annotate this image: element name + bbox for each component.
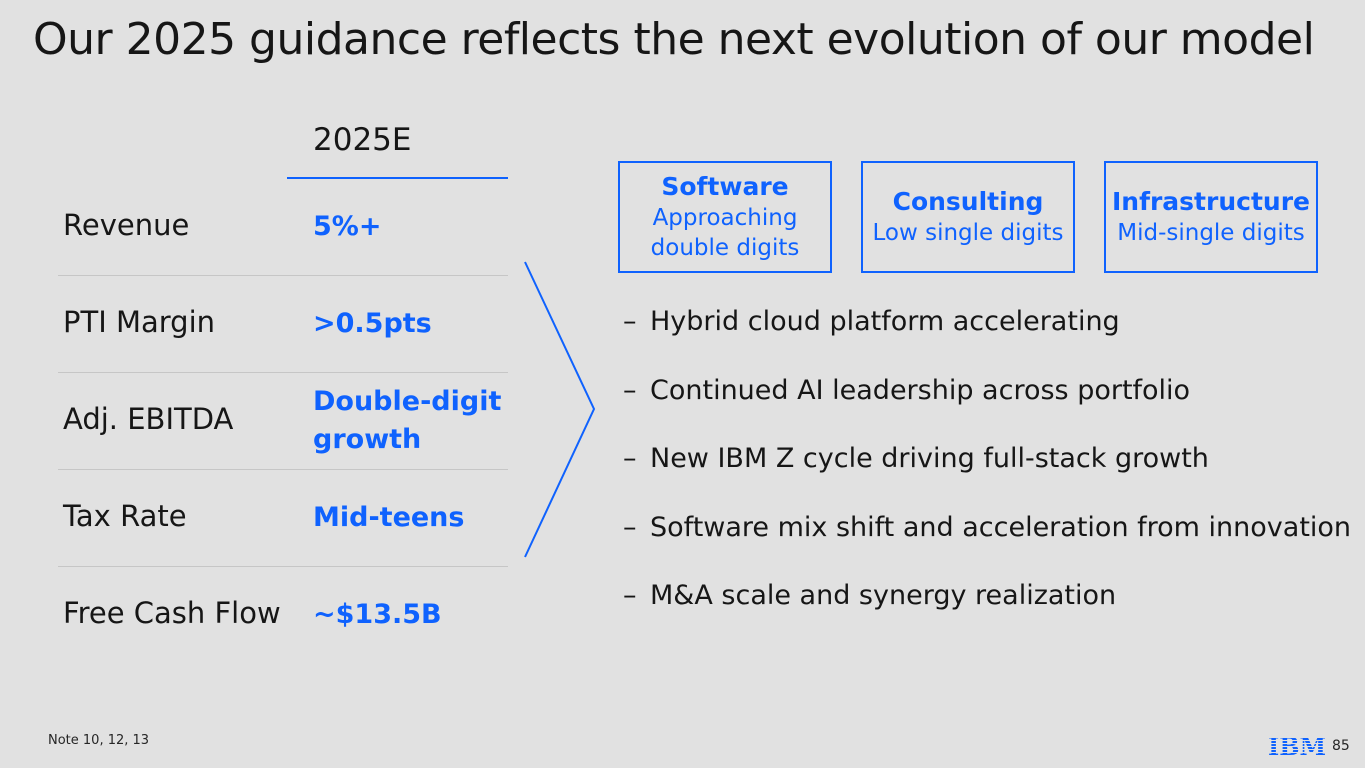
segment-desc-software-line2: double digits [650, 235, 800, 261]
metric-label-pti-margin: PTI Margin [63, 305, 216, 339]
page-number: 85 [1332, 738, 1350, 754]
segment-box-consulting: Consulting Low single digits [861, 161, 1075, 273]
row-divider [58, 372, 508, 373]
growth-drivers-list: – Hybrid cloud platform accelerating – Con… [623, 306, 1351, 649]
bullet-dash: – [623, 443, 637, 474]
metric-value-adj-ebitda-line2: growth [313, 424, 422, 455]
segment-name-consulting: Consulting [892, 187, 1044, 216]
metric-value-pti-margin: >0.5pts [313, 308, 432, 339]
column-header-2025e: 2025E [313, 122, 412, 158]
segment-desc-consulting: Low single digits [872, 220, 1064, 246]
row-divider [58, 566, 508, 567]
footnote: Note 10, 12, 13 [48, 733, 150, 748]
slide-title: Our 2025 guidance reflects the next evol… [33, 14, 1315, 65]
bullet-text: M&A scale and synergy realization [650, 580, 1117, 611]
metric-value-adj-ebitda: Double-digit growth [313, 383, 501, 459]
bullet-dash: – [623, 580, 637, 611]
row-divider [58, 469, 508, 470]
metric-label-tax-rate: Tax Rate [63, 499, 187, 533]
segment-name-infrastructure: Infrastructure [1112, 187, 1310, 216]
bullet-dash: – [623, 306, 637, 337]
metric-value-revenue: 5%+ [313, 211, 382, 242]
metric-label-adj-ebitda: Adj. EBITDA [63, 402, 234, 436]
ibm-logo-text: IBM [1268, 735, 1326, 757]
segment-desc-infrastructure: Mid-single digits [1117, 220, 1305, 246]
segment-desc-software-line1: Approaching [652, 205, 798, 231]
bullet-text: Continued AI leadership across portfolio [650, 374, 1191, 406]
segment-box-infrastructure: Infrastructure Mid-single digits [1104, 161, 1318, 273]
metric-value-free-cash-flow: ~$13.5B [313, 599, 442, 630]
list-item: – New IBM Z cycle driving full-stack grow… [623, 443, 1351, 512]
segment-name-software: Software [661, 172, 789, 201]
list-item: – Software mix shift and acceleration fro… [623, 512, 1351, 581]
list-item: – Continued AI leadership across portfoli… [623, 375, 1351, 444]
list-item: – Hybrid cloud platform accelerating [623, 306, 1351, 375]
metric-value-adj-ebitda-line1: Double-digit [313, 386, 502, 417]
list-item: – M&A scale and synergy realization [623, 580, 1351, 649]
bullet-dash: – [623, 511, 637, 543]
metric-label-free-cash-flow: Free Cash Flow [63, 596, 281, 630]
ibm-logo: IBM [1268, 735, 1326, 757]
bullet-dash: – [623, 374, 637, 406]
metric-label-revenue: Revenue [63, 208, 190, 242]
bullet-text: New IBM Z cycle driving full-stack growt… [650, 443, 1209, 474]
column-header-underline [287, 177, 508, 179]
chevron-right-icon [524, 261, 596, 558]
bullet-text: Hybrid cloud platform accelerating [650, 306, 1120, 337]
metric-value-tax-rate: Mid-teens [313, 502, 465, 533]
segment-box-software: Software Approaching double digits [618, 161, 832, 273]
bullet-text: Software mix shift and acceleration from… [650, 511, 1352, 543]
row-divider [58, 275, 508, 276]
